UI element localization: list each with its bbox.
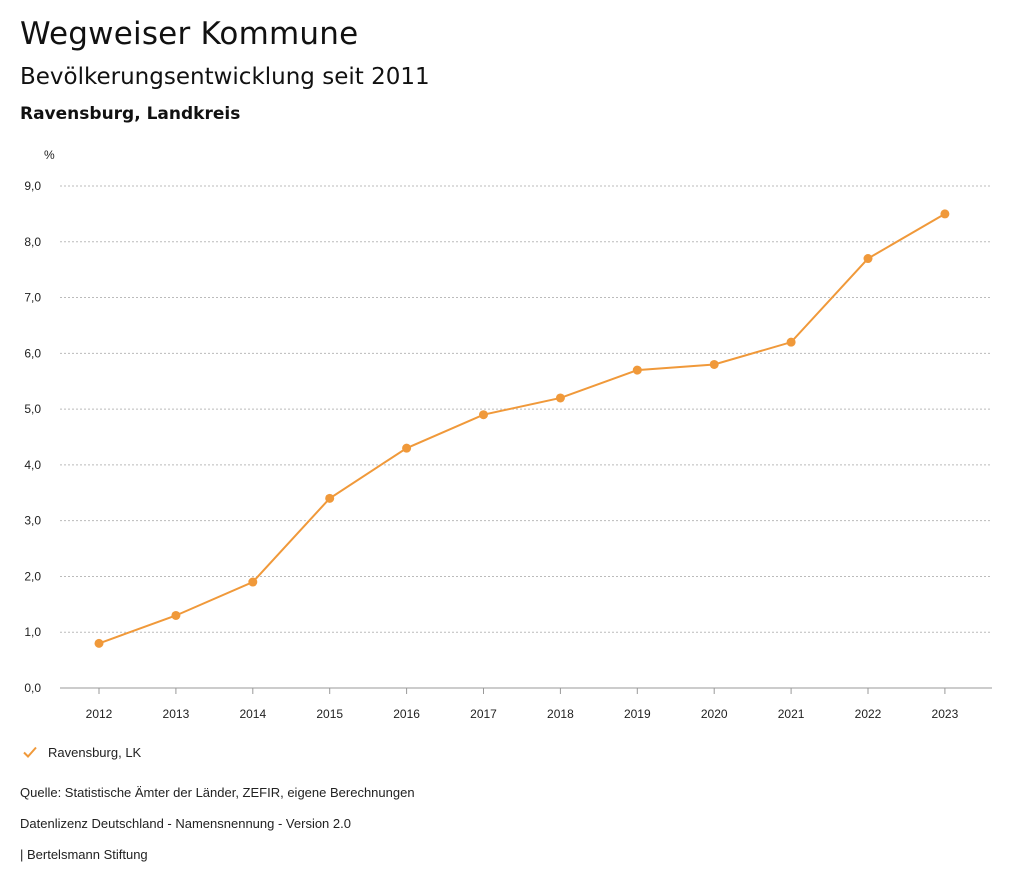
x-tick-label: 2012 [86,707,113,721]
data-point[interactable] [402,443,412,453]
y-tick-label: 7,0 [24,291,41,305]
data-point[interactable] [786,337,796,347]
x-tick-label: 2014 [239,707,266,721]
chart-subtitle: Bevölkerungsentwicklung seit 2011 [20,64,430,90]
license-note: Datenlizenz Deutschland - Namensnennung … [20,816,351,831]
page-title: Wegweiser Kommune [20,16,359,52]
x-tick-label: 2016 [393,707,420,721]
y-tick-label: 6,0 [24,346,41,360]
series-layer [94,209,950,648]
region-label: Ravensburg, Landkreis [20,104,241,124]
x-tick-label: 2013 [163,707,190,721]
data-point[interactable] [632,365,642,375]
data-point[interactable] [248,577,258,587]
line-chart: % 0,01,02,03,04,05,06,07,08,09,0 2012 201… [24,148,992,721]
data-point[interactable] [940,209,950,219]
y-tick-labels: 0,0 1,0 2,0 3,0 4,0 5,0 6,0 7,0 8,0 9,0 [24,179,41,695]
data-point[interactable] [555,393,565,403]
series-line [98,213,946,645]
data-point[interactable] [479,410,488,420]
publisher-note: | Bertelsmann Stiftung [20,847,148,862]
x-tick-label: 2017 [470,707,497,721]
x-tick-label: 2023 [932,707,959,721]
y-tick-label: 4,0 [24,458,41,472]
x-tick-label: 2015 [316,707,343,721]
y-tick-label: 5,0 [24,402,41,416]
data-point[interactable] [171,610,181,620]
x-tick-label: 2021 [778,707,805,721]
y-tick-label: 3,0 [24,514,41,528]
x-tick-label: 2022 [855,707,882,721]
y-tick-label: 9,0 [24,179,41,193]
legend[interactable]: Ravensburg, LK [22,744,141,760]
y-axis-unit-label: % [44,148,55,162]
x-tick-label: 2020 [701,707,728,721]
y-tick-label: 2,0 [24,569,41,583]
x-axis: 2012 2013 2014 2015 2016 2017 2018 2019 2020 2021… [86,688,959,721]
data-point[interactable] [863,254,873,264]
y-tick-label: 8,0 [24,235,41,249]
data-point[interactable] [94,638,104,648]
y-tick-label: 1,0 [24,625,41,639]
data-point[interactable] [709,359,719,369]
y-tick-label: 0,0 [24,681,41,695]
grid-lines [60,185,992,689]
data-point[interactable] [325,493,335,503]
legend-check-icon [23,746,37,758]
x-tick-label: 2018 [547,707,574,721]
x-tick-label: 2019 [624,707,651,721]
legend-label-ravensburg: Ravensburg, LK [48,744,142,760]
source-note: Quelle: Statistische Ämter der Länder, Z… [20,785,415,800]
